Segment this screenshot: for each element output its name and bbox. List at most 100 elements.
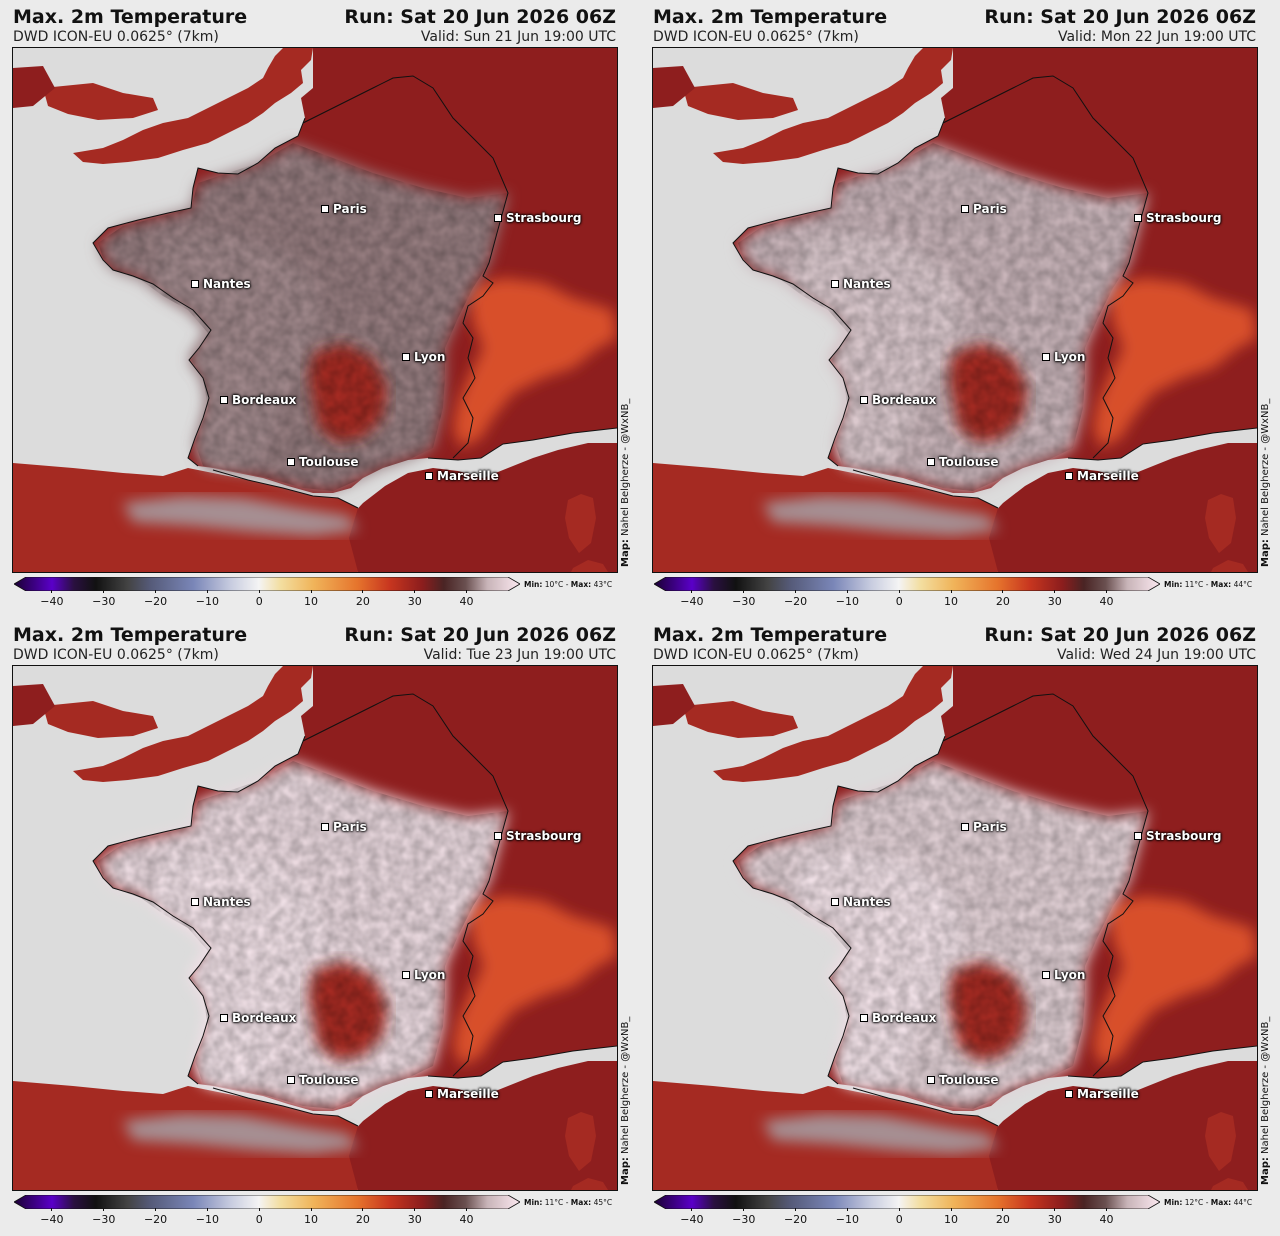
- city-name: Toulouse: [299, 455, 359, 469]
- corsica-land: [1205, 1112, 1236, 1171]
- forecast-panel: Max. 2m Temperature Run: Sat 20 Jun 2026…: [0, 618, 640, 1236]
- city-label-lyon: Lyon: [402, 350, 445, 364]
- map-area: Paris Strasbourg Nantes Lyon Bordeaux Toulous…: [652, 665, 1258, 1191]
- city-label-bordeaux: Bordeaux: [220, 393, 296, 407]
- model-label: DWD ICON-EU 0.0625° (7km): [653, 29, 859, 45]
- valid-time: Valid: Wed 24 Jun 19:00 UTC: [1056, 647, 1256, 663]
- colorbar-tick: −40: [672, 1208, 712, 1226]
- city-label-marseille: Marseille: [425, 469, 499, 483]
- city-marker-icon: [831, 898, 839, 906]
- city-marker-icon: [425, 1090, 433, 1098]
- map-area: Paris Strasbourg Nantes Lyon Bordeaux Toulous…: [652, 47, 1258, 573]
- city-name: Marseille: [1077, 1087, 1139, 1101]
- texture-overlay: [738, 143, 1148, 491]
- city-marker-icon: [191, 898, 199, 906]
- colorbar-tick: 20: [983, 590, 1023, 608]
- wales-land: [43, 701, 158, 738]
- map-credit: Map: Nahel Belgherze - @WxNB_: [620, 1016, 631, 1185]
- min-max-label: Min: 10°C - Max: 43°C: [524, 580, 613, 589]
- city-marker-icon: [1065, 1090, 1073, 1098]
- coastline: [732, 117, 1257, 467]
- colorbar-ticks: −40 −30 −20 −10 0 10 20 30 40: [654, 1208, 1160, 1230]
- city-marker-icon: [860, 396, 868, 404]
- city-label-strasbourg: Strasbourg: [494, 829, 581, 843]
- forecast-panel: Max. 2m Temperature Run: Sat 20 Jun 2026…: [0, 0, 640, 618]
- city-marker-icon: [191, 280, 199, 288]
- colorbar-tick: −40: [672, 590, 712, 608]
- city-marker-icon: [927, 458, 935, 466]
- city-name: Marseille: [437, 1087, 499, 1101]
- panel-title: Max. 2m Temperature: [653, 6, 888, 28]
- colorbar-tick: 20: [983, 1208, 1023, 1226]
- map-area: Paris Strasbourg Nantes Lyon Bordeaux Toulous…: [12, 47, 618, 573]
- city-name: Paris: [973, 820, 1007, 834]
- colorbar-tick: 0: [239, 1208, 279, 1226]
- ireland-land: [13, 66, 55, 108]
- ireland-land: [13, 684, 55, 726]
- colorbar-tick: −10: [187, 590, 227, 608]
- city-label-lyon: Lyon: [402, 968, 445, 982]
- colorbar-tick: 0: [879, 590, 919, 608]
- uk-land: [713, 666, 953, 782]
- colorbar-tick: −40: [32, 1208, 72, 1226]
- city-marker-icon: [321, 823, 329, 831]
- country-borders: [852, 75, 1149, 509]
- city-name: Paris: [333, 202, 367, 216]
- city-marker-icon: [1134, 832, 1142, 840]
- city-label-lyon: Lyon: [1042, 968, 1085, 982]
- run-label: Run: Sat 20 Jun 2026 06Z: [984, 624, 1256, 646]
- city-marker-icon: [287, 1076, 295, 1084]
- colorbar: [14, 1195, 520, 1209]
- colorbar-tick: −30: [84, 1208, 124, 1226]
- wales-land: [683, 83, 798, 120]
- texture-overlay: [98, 761, 508, 1109]
- pyrenees-area: [123, 1114, 358, 1154]
- city-marker-icon: [1065, 472, 1073, 480]
- city-name: Lyon: [1054, 350, 1086, 364]
- colorbar-tick: −20: [136, 1208, 176, 1226]
- city-marker-icon: [961, 823, 969, 831]
- corsica-land: [1205, 494, 1236, 553]
- colorbar-tick: −20: [776, 1208, 816, 1226]
- city-label-marseille: Marseille: [1065, 469, 1139, 483]
- model-label: DWD ICON-EU 0.0625° (7km): [13, 647, 219, 663]
- colorbar-ticks: −40 −30 −20 −10 0 10 20 30 40: [14, 1208, 520, 1230]
- valid-time: Valid: Sun 21 Jun 19:00 UTC: [420, 29, 616, 45]
- alps-area: [453, 278, 617, 448]
- colorbar-tick: 10: [931, 590, 971, 608]
- colorbar-tick: 20: [343, 590, 383, 608]
- colorbar-tick: −10: [827, 1208, 867, 1226]
- country-borders: [212, 693, 509, 1127]
- colorbar-tick: 40: [447, 1208, 487, 1226]
- min-max-label: Min: 11°C - Max: 45°C: [524, 1198, 613, 1207]
- colorbar-tick: −30: [724, 590, 764, 608]
- ireland-land: [653, 684, 695, 726]
- colorbar-ticks: −40 −30 −20 −10 0 10 20 30 40: [654, 590, 1160, 612]
- city-name: Lyon: [1054, 968, 1086, 982]
- run-label: Run: Sat 20 Jun 2026 06Z: [344, 6, 616, 28]
- coastline: [92, 735, 617, 1085]
- coastline: [92, 117, 617, 467]
- corsica-land: [565, 1112, 596, 1171]
- colorbar: [654, 577, 1160, 591]
- city-name: Bordeaux: [232, 393, 297, 407]
- city-marker-icon: [220, 396, 228, 404]
- sardinia-land: [571, 1178, 608, 1190]
- temperature-field: [653, 48, 1257, 572]
- city-name: Marseille: [1077, 469, 1139, 483]
- city-label-nantes: Nantes: [831, 895, 891, 909]
- city-label-strasbourg: Strasbourg: [1134, 829, 1221, 843]
- colorbar-tick: −20: [776, 590, 816, 608]
- forecast-panel: Max. 2m Temperature Run: Sat 20 Jun 2026…: [640, 618, 1280, 1236]
- colorbar-tick: −10: [827, 590, 867, 608]
- wales-land: [43, 83, 158, 120]
- pyrenees-area: [123, 496, 358, 536]
- uk-land: [713, 48, 953, 164]
- city-name: Toulouse: [939, 455, 999, 469]
- model-label: DWD ICON-EU 0.0625° (7km): [653, 647, 859, 663]
- city-label-nantes: Nantes: [831, 277, 891, 291]
- temperature-field: [653, 666, 1257, 1190]
- panel-title: Max. 2m Temperature: [653, 624, 888, 646]
- colorbar-tick: 40: [1087, 1208, 1127, 1226]
- map-credit: Map: Nahel Belgherze - @WxNB_: [1260, 1016, 1271, 1185]
